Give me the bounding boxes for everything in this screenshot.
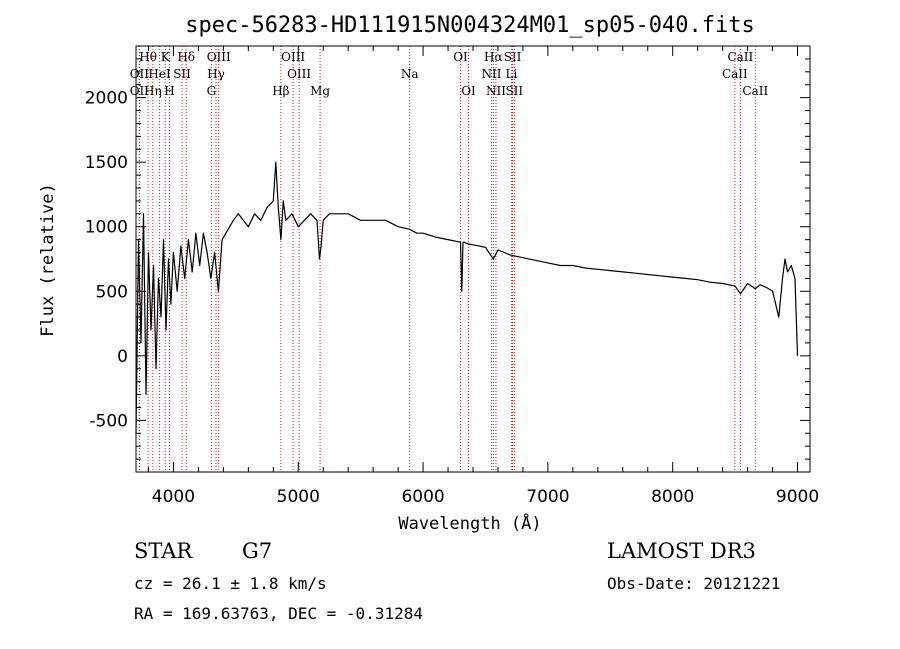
y-tick-label: 1500 (85, 153, 128, 173)
object-class: STAR (134, 539, 193, 563)
spectral-line-label: CaII (727, 50, 753, 64)
spectral-line-label: Mg (310, 84, 330, 98)
spectral-line-label: Hη (144, 84, 162, 98)
plot-frame (135, 45, 811, 473)
x-tick-label: 9000 (776, 487, 819, 507)
x-tick-label: 7000 (526, 487, 569, 507)
spectral-line-label: G (207, 84, 217, 98)
y-tick-label: 0 (117, 347, 128, 367)
spectral-line-label: Na (401, 67, 419, 81)
y-tick-label: 1000 (85, 218, 128, 238)
spectral-line-label: OIII (207, 50, 231, 64)
y-tick-label: 500 (96, 282, 128, 302)
chart-title: spec-56283-HD111915N004324M01_sp05-040.f… (185, 13, 755, 38)
spectral-line-label: OI (453, 50, 468, 64)
spectral-line-label: CaII (742, 84, 768, 98)
spectral-line-label: NII (481, 67, 501, 81)
x-axis-label: Wavelength (Å) (398, 512, 541, 534)
spectral-subclass: G7 (242, 539, 273, 563)
x-tick-label: 4000 (152, 487, 195, 507)
redshift-readout: cz = 26.1 ± 1.8 km/s (134, 574, 327, 593)
spectral-line-label: SII (504, 50, 522, 64)
spectral-line-label: Li (506, 67, 518, 81)
spectral-line-label: Hθ (139, 50, 157, 64)
spectral-line-label: OII (130, 84, 150, 98)
y-axis-label: Flux (relative) (38, 183, 58, 337)
spectral-line-label: CaII (722, 67, 748, 81)
observation-date: Obs-Date: 20121221 (607, 574, 781, 593)
spectral-line-label: Hδ (177, 50, 195, 64)
spectral-line-label: Hβ (272, 84, 289, 98)
x-tick-label: 6000 (401, 487, 444, 507)
spectral-line-label: OIII (287, 67, 311, 81)
spectral-line-label: OIII (281, 50, 305, 64)
coordinates-readout: RA = 169.63763, DEC = -0.31284 (134, 604, 423, 623)
spectral-line-label: Hγ (207, 67, 225, 81)
spectral-line-label: OI (461, 84, 476, 98)
spectral-line-label: H (164, 84, 174, 98)
survey-name: LAMOST DR3 (607, 539, 756, 563)
spectrum-series-line (135, 161, 799, 434)
y-tick-label: 2000 (85, 89, 128, 109)
spectral-line-label: NII (486, 84, 506, 98)
spectral-line-label: SII (173, 67, 191, 81)
x-tick-label: 5000 (277, 487, 320, 507)
spectral-line-label: HeI (148, 67, 171, 81)
y-tick-label: -500 (89, 411, 128, 431)
x-tick-label: 8000 (651, 487, 694, 507)
spectral-line-label: SII (505, 84, 523, 98)
spectral-line-label: Hα (484, 50, 503, 64)
spectral-line-label: K (161, 50, 171, 64)
